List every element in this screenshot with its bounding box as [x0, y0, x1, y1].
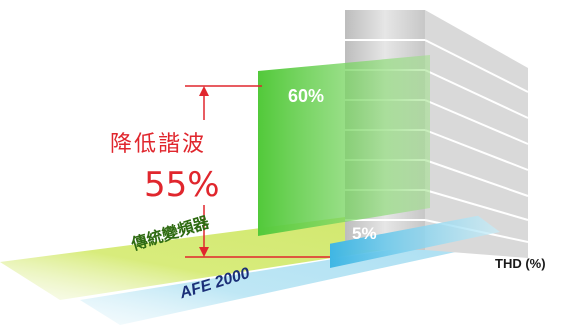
- bar-afe: [330, 215, 500, 268]
- bar-traditional: [258, 55, 430, 236]
- reduction-value: 55%: [144, 165, 220, 205]
- afe-band: [80, 232, 520, 325]
- afe-value-label: 5%: [352, 224, 377, 243]
- reduction-marker: [185, 85, 330, 258]
- bars-group: [258, 55, 500, 268]
- thd-axis-label: THD (%): [495, 256, 546, 271]
- reduction-title: 降低諧波: [110, 132, 207, 157]
- arrow-head-down: [199, 247, 209, 257]
- arrow-head-up: [199, 86, 209, 96]
- traditional-value-label: 60%: [288, 86, 325, 106]
